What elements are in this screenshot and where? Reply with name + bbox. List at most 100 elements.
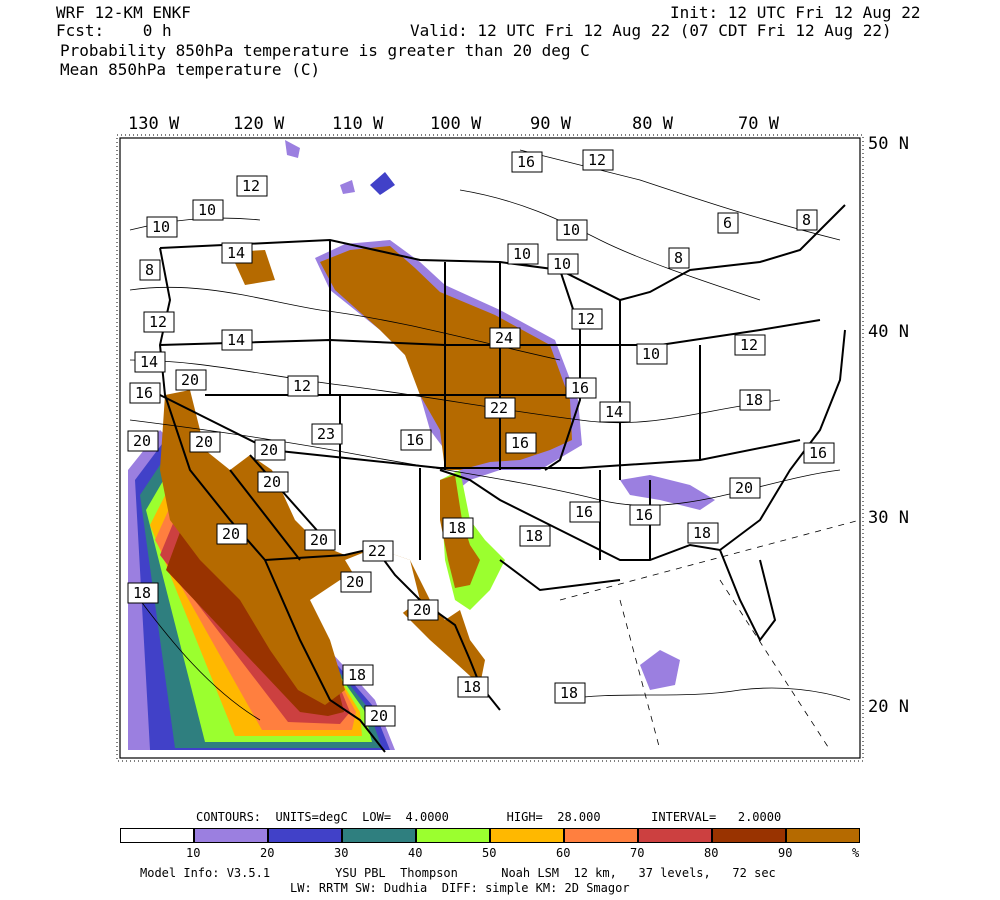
contour-label: 12 bbox=[293, 377, 311, 395]
contour-label: 22 bbox=[368, 542, 386, 560]
contour-label-box bbox=[668, 247, 690, 269]
lat-lon-grid bbox=[559, 519, 861, 751]
prob-shade-10-north bbox=[340, 180, 355, 194]
contour-label-box bbox=[400, 429, 432, 451]
colorbar-tick-50: 50 bbox=[482, 846, 497, 860]
contour-label-box bbox=[129, 382, 161, 404]
colorbar-bin-50 bbox=[490, 828, 564, 843]
contour-label-box bbox=[565, 377, 597, 399]
contour-label-box bbox=[511, 151, 543, 173]
political-boundaries bbox=[158, 204, 846, 753]
contour-label-box bbox=[489, 327, 521, 349]
colorbar-bin-30 bbox=[342, 828, 416, 843]
contour-label-box bbox=[717, 212, 739, 234]
contour-label-box bbox=[364, 705, 396, 727]
contour-label-box bbox=[407, 599, 439, 621]
contour-label: 20 bbox=[346, 573, 364, 591]
contour-label: 20 bbox=[195, 433, 213, 451]
contour-label: 20 bbox=[222, 525, 240, 543]
colorbar-tick-percent: % bbox=[852, 846, 860, 860]
contour-label-box bbox=[636, 343, 668, 365]
forecast-hour: Fcst: 0 h bbox=[56, 21, 172, 40]
contour-label-box bbox=[569, 501, 601, 523]
contour-label: 14 bbox=[227, 244, 245, 262]
contour-label: 12 bbox=[149, 313, 167, 331]
title-probability: Probability 850hPa temperature is greate… bbox=[60, 41, 590, 60]
contour-label: 10 bbox=[152, 218, 170, 236]
contour-label: 20 bbox=[181, 371, 199, 389]
colorbar-contours-info: CONTOURS: UNITS=degC LOW= 4.0000 HIGH= 2… bbox=[196, 810, 782, 824]
contour-label: 14 bbox=[605, 403, 623, 421]
contour-label: 16 bbox=[135, 384, 153, 402]
contour-label-box bbox=[599, 401, 631, 423]
lon-label-110w: 110 W bbox=[332, 114, 384, 134]
contour-label: 16 bbox=[809, 444, 827, 462]
contour-label-box bbox=[175, 369, 207, 391]
contour-label: 12 bbox=[740, 336, 758, 354]
colorbar-tick-90: 90 bbox=[778, 846, 793, 860]
lat-label-20n: 20 N bbox=[868, 697, 909, 717]
prob-shade-20-north bbox=[370, 172, 395, 195]
colorbar-bin-0 bbox=[120, 828, 194, 843]
lon-label-90w: 90 W bbox=[530, 114, 571, 134]
contour-label: 14 bbox=[227, 331, 245, 349]
contour-label-layer: 16 12 12 10 10 10 8 14 10 10 8 6 8 12 12 14 24 10 12 14 16 20… bbox=[127, 149, 835, 727]
contour-label-box bbox=[221, 329, 253, 351]
contour-label: 20 bbox=[370, 707, 388, 725]
contour-label-box bbox=[739, 389, 771, 411]
contour-label: 12 bbox=[588, 151, 606, 169]
contour-label-box bbox=[547, 253, 579, 275]
lon-label-80w: 80 W bbox=[632, 114, 673, 134]
contour-label: 20 bbox=[133, 432, 151, 450]
lat-label-40n: 40 N bbox=[868, 322, 909, 342]
map-frame bbox=[119, 137, 861, 759]
contour-label: 16 bbox=[511, 434, 529, 452]
contour-label: 20 bbox=[735, 479, 753, 497]
contour-label-box bbox=[505, 432, 537, 454]
contour-label: 18 bbox=[560, 684, 578, 702]
contour-label: 14 bbox=[140, 353, 158, 371]
contour-label: 12 bbox=[577, 310, 595, 328]
prob-shade-10-nw bbox=[285, 140, 300, 158]
contour-label-box bbox=[340, 571, 372, 593]
lat-label-30n: 30 N bbox=[868, 508, 909, 528]
model-info-line1: Model Info: V3.5.1 YSU PBL Thompson Noah… bbox=[140, 866, 776, 880]
contour-label: 6 bbox=[723, 214, 732, 232]
contour-label-box bbox=[257, 471, 289, 493]
contour-label: 10 bbox=[553, 255, 571, 273]
contour-label-box bbox=[571, 308, 603, 330]
contour-label-box bbox=[519, 525, 551, 547]
colorbar-bin-70 bbox=[638, 828, 712, 843]
contour-label-box bbox=[254, 439, 286, 461]
contour-label: 10 bbox=[198, 201, 216, 219]
contour-label-box bbox=[287, 375, 319, 397]
contour-label: 18 bbox=[348, 666, 366, 684]
map-tick-border bbox=[116, 134, 864, 762]
contour-label-box bbox=[729, 477, 761, 499]
model-info-line2: LW: RRTM SW: Dudhia DIFF: simple KM: 2D … bbox=[290, 881, 630, 895]
contour-label-box bbox=[127, 430, 159, 452]
colorbar-bin-20 bbox=[268, 828, 342, 843]
contour-label: 16 bbox=[571, 379, 589, 397]
contour-label: 16 bbox=[517, 153, 535, 171]
contour-label-box bbox=[143, 311, 175, 333]
lon-label-100w: 100 W bbox=[430, 114, 482, 134]
colorbar-bin-10 bbox=[194, 828, 268, 843]
contour-label: 20 bbox=[413, 601, 431, 619]
colorbar-tick-80: 80 bbox=[704, 846, 719, 860]
contour-label-box bbox=[734, 334, 766, 356]
contour-label-box bbox=[189, 431, 221, 453]
contour-label-box bbox=[127, 582, 159, 604]
contour-label: 12 bbox=[242, 177, 260, 195]
contour-label-box bbox=[221, 242, 253, 264]
contour-label: 10 bbox=[562, 221, 580, 239]
contour-label-box bbox=[629, 504, 661, 526]
contour-label-box bbox=[457, 676, 489, 698]
contour-label: 18 bbox=[463, 678, 481, 696]
contour-label-box bbox=[342, 664, 374, 686]
contour-label: 16 bbox=[635, 506, 653, 524]
isotherm-contours bbox=[129, 149, 851, 721]
colorbar-bin-60 bbox=[564, 828, 638, 843]
lon-label-130w: 130 W bbox=[128, 114, 180, 134]
